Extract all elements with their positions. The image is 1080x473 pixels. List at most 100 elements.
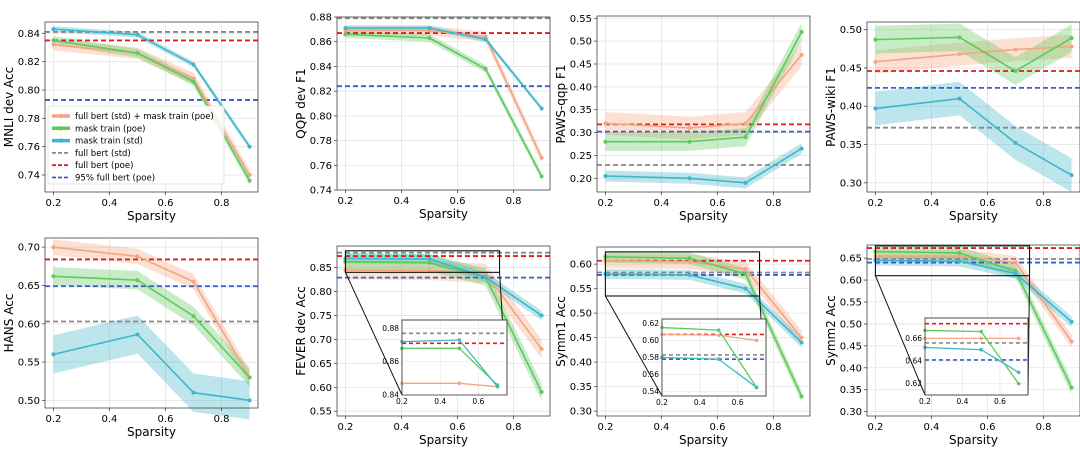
panel-hans: 0.2 0.4 0.6 0.8 0.50 0.55 0.60 0.65 0.70 Sparsity…: [2, 237, 259, 439]
inset-ytick-label: 0.88: [382, 324, 399, 333]
ytick-label: 0.88: [310, 13, 332, 24]
ytick-label: 0.55: [840, 298, 862, 309]
point-mask_poe: [247, 178, 252, 183]
point-mask_std: [603, 174, 608, 178]
ytick-label: 0.80: [310, 287, 332, 298]
inset-xtick-label: 0.6: [994, 397, 1006, 406]
ytick-label: 0.65: [310, 359, 332, 370]
plot-frame: [44, 237, 259, 409]
inset-xtick-label: 0.6: [472, 397, 484, 406]
y-axis-label: QQP dev F1: [294, 68, 308, 138]
inset-point-mask_std: [716, 357, 721, 362]
point-mask_std: [799, 340, 804, 345]
point-full_std_mask_poe: [1069, 339, 1074, 344]
point-mask_poe: [743, 271, 748, 276]
point-mask_poe: [687, 256, 692, 261]
ytick-label: 0.40: [570, 358, 592, 369]
plot-frame: [866, 244, 1080, 417]
ytick-label: 0.60: [570, 260, 592, 271]
zoom-connector: [344, 272, 403, 396]
ytick-label: 0.86: [310, 37, 332, 48]
inset-ytick-label: 0.62: [642, 319, 659, 328]
band-full_std_mask_poe: [53, 239, 250, 386]
point-mask_std: [247, 144, 252, 149]
point-full_std_mask_poe: [1013, 260, 1018, 265]
point-mask_std: [687, 272, 692, 277]
series-line-full_std_mask_poe: [53, 246, 251, 378]
ytick-label: 0.85: [310, 263, 332, 274]
band-full_std_mask_poe: [345, 260, 542, 359]
point-mask_std: [957, 96, 962, 101]
y-axis-label: FEVER dev Acc: [294, 286, 308, 376]
inset-point-mask_poe: [457, 346, 462, 351]
ytick-label: 0.80: [310, 111, 332, 122]
inset-symm1: 0.2 0.4 0.6 0.54 0.56 0.58 0.60 0.62: [642, 318, 767, 407]
inset-ytick-label: 0.54: [642, 387, 659, 396]
inset-point-mask_std: [1016, 370, 1021, 375]
point-mask_poe: [427, 260, 432, 265]
xtick-label: 0.6: [450, 422, 466, 433]
xtick-label: 0.2: [597, 422, 613, 433]
legend-label: 95% full bert (poe): [75, 174, 155, 184]
point-mask_std: [483, 37, 488, 42]
point-full_std_mask_poe: [247, 173, 252, 177]
point-mask_std: [51, 352, 56, 357]
point-mask_poe: [483, 66, 488, 71]
xtick-label: 0.4: [924, 422, 940, 433]
ytick-label: 0.40: [840, 102, 862, 113]
series-line-full_std_mask_poe: [875, 255, 1073, 342]
x-axis-label: Sparsity: [419, 433, 468, 447]
inset-xtick-label: 0.2: [656, 398, 668, 407]
point-mask_std: [873, 106, 878, 111]
point-full_std_mask_poe: [603, 121, 608, 126]
series-line-mask_poe: [345, 261, 543, 393]
ytick-label: 0.30: [570, 407, 592, 418]
plot-frame: [866, 21, 1080, 193]
point-mask_std: [1013, 271, 1018, 276]
x-axis-label: Sparsity: [679, 209, 728, 223]
ytick-label: 0.20: [570, 174, 592, 185]
band-mask_poe: [53, 267, 250, 387]
inset-xtick-label: 0.2: [919, 397, 931, 406]
band-mask_std: [875, 255, 1072, 327]
ytick-label: 0.45: [570, 60, 592, 71]
series-line-mask_poe: [605, 31, 803, 143]
point-full_std_mask_poe: [743, 121, 748, 126]
point-mask_std: [957, 259, 962, 264]
point-full_std_mask_poe: [957, 253, 962, 258]
plot-frame: [596, 15, 811, 193]
legend-label: mask train (poe): [75, 124, 146, 134]
xtick-label: 0.6: [710, 198, 726, 209]
zoom-region: [604, 251, 761, 297]
ytick-label: 0.60: [310, 383, 332, 394]
ytick-label: 0.82: [310, 87, 332, 98]
point-mask_std: [191, 62, 196, 67]
point-full_std_mask_poe: [873, 59, 878, 64]
inset-point-mask_std: [457, 338, 462, 342]
ytick-label: 0.45: [840, 341, 862, 352]
x-axis-label: Sparsity: [949, 433, 998, 447]
inset-point-full_std_mask_poe: [754, 338, 759, 343]
inset-border: [661, 318, 767, 397]
ytick-label: 0.40: [570, 82, 592, 93]
y-axis-label: Symm1 Acc: [554, 296, 568, 367]
xtick-label: 0.6: [980, 198, 996, 209]
x-axis-label: Sparsity: [127, 425, 176, 439]
point-mask_std: [343, 26, 348, 31]
xtick-label: 0.4: [654, 198, 670, 209]
xtick-label: 0.2: [45, 198, 61, 209]
ytick-label: 0.45: [840, 63, 862, 74]
band-mask_std: [875, 81, 1072, 192]
xtick-label: 0.8: [766, 198, 782, 209]
ytick-label: 0.82: [18, 57, 40, 68]
inset-fever: 0.2 0.4 0.6 0.84 0.86 0.88: [382, 319, 508, 406]
point-mask_std: [191, 390, 196, 395]
point-full_std_mask_poe: [1013, 47, 1018, 52]
xtick-label: 0.4: [654, 422, 670, 433]
inset-frame: [401, 319, 508, 396]
point-full_std_mask_poe: [539, 346, 544, 351]
series-line-mask_poe: [605, 255, 803, 397]
xtick-label: 0.6: [710, 422, 726, 433]
